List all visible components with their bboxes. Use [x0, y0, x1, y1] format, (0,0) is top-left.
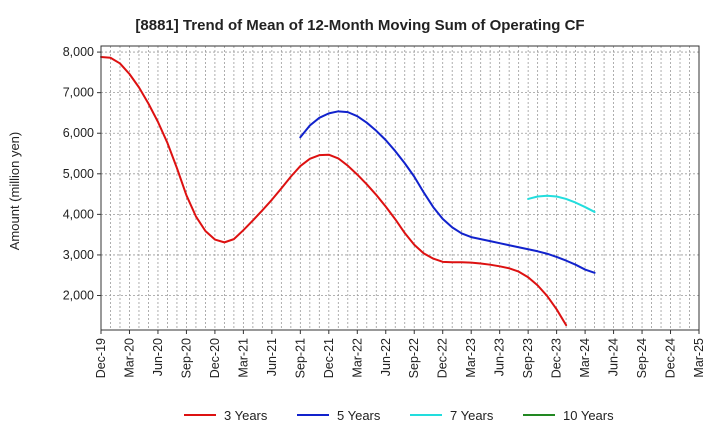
series-line-3-years — [100, 55, 568, 327]
x-tick-label: Dec-22 — [436, 338, 450, 378]
legend-label-7-years: 7 Years — [450, 408, 494, 423]
y-tick-label: 6,000 — [63, 126, 94, 140]
series-line-5-years — [299, 110, 596, 274]
x-tick-label: Mar-21 — [236, 338, 250, 378]
x-tick-label: Sep-21 — [293, 338, 307, 378]
x-tick-label: Mar-25 — [692, 338, 706, 378]
x-tick-label: Mar-24 — [578, 338, 592, 378]
y-tick-labels: 2,000 3,000 4,000 5,000 6,000 7,000 8,000 — [63, 45, 101, 303]
legend-label-10-years: 10 Years — [563, 408, 614, 423]
x-tick-label: Dec-21 — [322, 338, 336, 378]
x-tick-label: Sep-22 — [407, 338, 421, 378]
series-layer — [100, 55, 596, 327]
series-line-7-years — [527, 194, 596, 213]
x-tick-label: Sep-24 — [635, 338, 649, 378]
x-tick-label: Dec-24 — [664, 338, 678, 378]
x-tick-label: Sep-23 — [521, 338, 535, 378]
plot-frame — [100, 45, 700, 331]
x-tick-label: Mar-23 — [464, 338, 478, 378]
legend-label-5-years: 5 Years — [337, 408, 381, 423]
y-tick-label: 2,000 — [63, 289, 94, 303]
x-tick-label: Mar-20 — [122, 338, 136, 378]
x-tick-label: Jun-21 — [265, 338, 279, 376]
x-tick-labels: Dec-19 Mar-20 Jun-20 Sep-20 Dec-20 Mar-21 Jun-… — [94, 330, 706, 378]
y-tick-label: 8,000 — [63, 45, 94, 59]
x-tick-label: Sep-20 — [179, 338, 193, 378]
x-tick-label: Dec-20 — [208, 338, 222, 378]
x-tick-label: Dec-19 — [94, 338, 108, 378]
grid-layer — [100, 46, 700, 330]
y-tick-label: 7,000 — [63, 86, 94, 100]
x-tick-label: Jun-22 — [379, 338, 393, 376]
x-tick-label: Jun-20 — [151, 338, 165, 376]
y-axis-label: Amount (million yen) — [7, 132, 22, 251]
legend: 3 Years 5 Years 7 Years 10 Years — [184, 408, 614, 423]
x-tick-label: Jun-23 — [493, 338, 507, 376]
x-tick-label: Mar-22 — [350, 338, 364, 378]
y-tick-label: 3,000 — [63, 248, 94, 262]
y-tick-label: 5,000 — [63, 167, 94, 181]
x-tick-label: Dec-23 — [550, 338, 564, 378]
legend-label-3-years: 3 Years — [224, 408, 268, 423]
y-tick-label: 4,000 — [63, 207, 94, 221]
chart-title: [8881] Trend of Mean of 12-Month Moving … — [135, 17, 584, 34]
x-tick-label: Jun-24 — [607, 338, 621, 376]
